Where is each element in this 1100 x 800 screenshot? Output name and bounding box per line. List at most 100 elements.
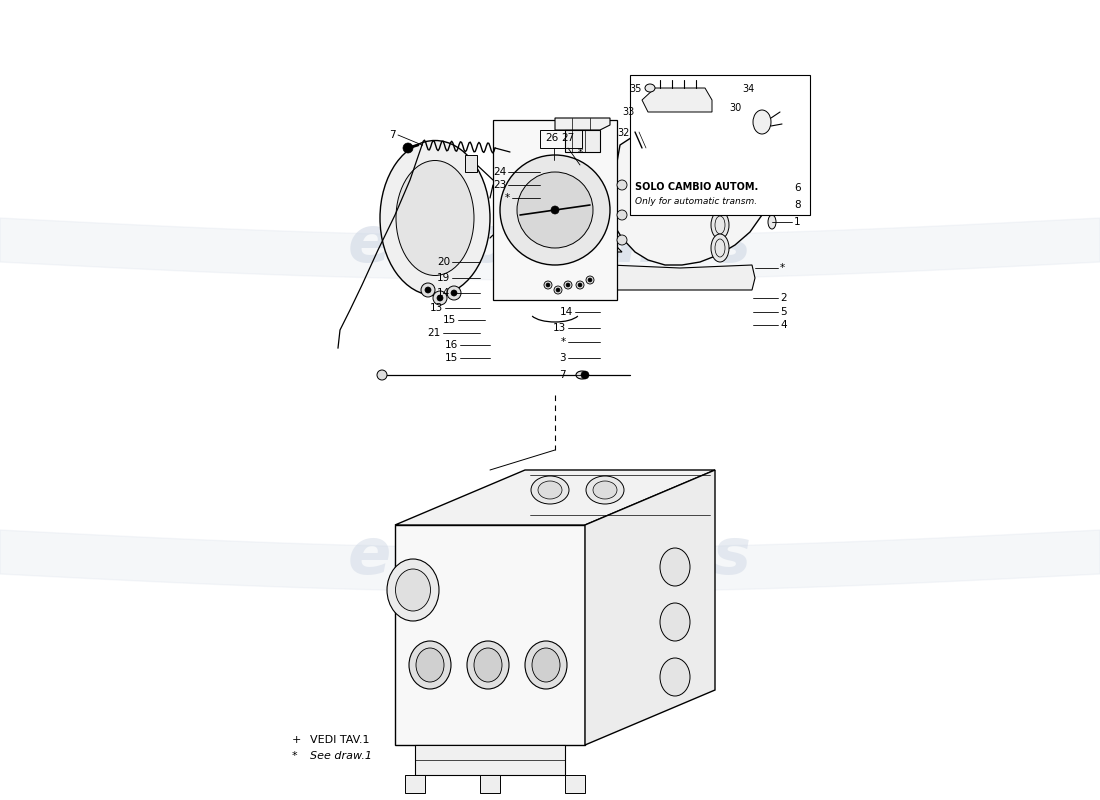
Ellipse shape bbox=[379, 141, 490, 295]
Circle shape bbox=[425, 287, 431, 293]
Polygon shape bbox=[609, 127, 768, 265]
Text: 13: 13 bbox=[552, 323, 567, 333]
Text: 14: 14 bbox=[560, 307, 573, 317]
Ellipse shape bbox=[768, 215, 776, 229]
Ellipse shape bbox=[660, 548, 690, 586]
Text: eurospares: eurospares bbox=[348, 525, 752, 587]
Ellipse shape bbox=[645, 84, 654, 92]
Circle shape bbox=[546, 283, 550, 287]
Ellipse shape bbox=[768, 198, 776, 212]
Bar bbox=[630, 75, 810, 215]
Text: 23: 23 bbox=[493, 180, 506, 190]
Ellipse shape bbox=[754, 110, 771, 134]
Circle shape bbox=[556, 288, 560, 292]
Circle shape bbox=[517, 172, 593, 248]
Text: 2: 2 bbox=[780, 293, 786, 303]
Text: 7: 7 bbox=[389, 130, 396, 140]
Text: See draw.1: See draw.1 bbox=[310, 751, 372, 761]
Text: SOLO CAMBIO AUTOM.: SOLO CAMBIO AUTOM. bbox=[635, 182, 758, 192]
Ellipse shape bbox=[409, 641, 451, 689]
Circle shape bbox=[377, 370, 387, 380]
Circle shape bbox=[447, 286, 461, 300]
Text: 30: 30 bbox=[729, 103, 741, 113]
Polygon shape bbox=[638, 101, 735, 132]
Text: 26: 26 bbox=[546, 133, 559, 143]
Polygon shape bbox=[565, 775, 585, 793]
Circle shape bbox=[403, 143, 412, 153]
Polygon shape bbox=[608, 265, 755, 290]
Polygon shape bbox=[585, 470, 715, 745]
Text: *: * bbox=[561, 337, 566, 347]
Ellipse shape bbox=[711, 211, 729, 239]
Circle shape bbox=[617, 180, 627, 190]
Polygon shape bbox=[642, 88, 712, 112]
Circle shape bbox=[433, 291, 447, 305]
Text: 32: 32 bbox=[617, 128, 629, 138]
Text: 35: 35 bbox=[630, 84, 642, 94]
Text: *: * bbox=[578, 148, 583, 158]
Text: VEDI TAV.1: VEDI TAV.1 bbox=[310, 735, 370, 745]
Text: 5: 5 bbox=[780, 307, 786, 317]
Ellipse shape bbox=[576, 371, 588, 379]
Ellipse shape bbox=[711, 186, 729, 214]
Polygon shape bbox=[556, 118, 610, 130]
Polygon shape bbox=[395, 525, 585, 745]
Ellipse shape bbox=[670, 95, 698, 105]
Ellipse shape bbox=[525, 641, 566, 689]
Ellipse shape bbox=[387, 559, 439, 621]
Polygon shape bbox=[480, 775, 501, 793]
Ellipse shape bbox=[538, 481, 562, 499]
Text: 31: 31 bbox=[756, 122, 768, 132]
Ellipse shape bbox=[711, 234, 729, 262]
Text: 4: 4 bbox=[780, 320, 786, 330]
Circle shape bbox=[500, 155, 610, 265]
Ellipse shape bbox=[474, 648, 502, 682]
Bar bbox=[540, 130, 582, 148]
Text: 3: 3 bbox=[560, 353, 566, 363]
Ellipse shape bbox=[531, 476, 569, 504]
Text: 6: 6 bbox=[794, 183, 801, 193]
Text: 16: 16 bbox=[444, 340, 458, 350]
Text: 7: 7 bbox=[560, 370, 566, 380]
Ellipse shape bbox=[396, 161, 474, 275]
Polygon shape bbox=[405, 775, 425, 793]
Text: +: + bbox=[292, 735, 301, 745]
Text: 15: 15 bbox=[442, 315, 456, 325]
Text: 14: 14 bbox=[437, 288, 450, 298]
Polygon shape bbox=[415, 745, 565, 775]
Text: 34: 34 bbox=[741, 84, 755, 94]
Text: 1: 1 bbox=[794, 217, 801, 227]
Ellipse shape bbox=[396, 569, 430, 611]
Ellipse shape bbox=[660, 658, 690, 696]
Text: 21: 21 bbox=[428, 328, 441, 338]
Ellipse shape bbox=[468, 641, 509, 689]
Text: 13: 13 bbox=[430, 303, 443, 313]
Circle shape bbox=[578, 283, 582, 287]
Circle shape bbox=[437, 295, 443, 301]
Ellipse shape bbox=[660, 603, 690, 641]
Text: 27: 27 bbox=[561, 133, 574, 143]
Text: 33: 33 bbox=[621, 107, 634, 117]
Circle shape bbox=[586, 276, 594, 284]
Ellipse shape bbox=[416, 648, 444, 682]
Text: 24: 24 bbox=[493, 167, 506, 177]
Text: *: * bbox=[505, 193, 510, 203]
Circle shape bbox=[588, 278, 592, 282]
Circle shape bbox=[566, 283, 570, 287]
Ellipse shape bbox=[532, 648, 560, 682]
Text: 8: 8 bbox=[794, 200, 801, 210]
Circle shape bbox=[617, 235, 627, 245]
Circle shape bbox=[617, 210, 627, 220]
Circle shape bbox=[451, 290, 456, 296]
Circle shape bbox=[421, 283, 434, 297]
Text: eurospares: eurospares bbox=[348, 213, 752, 275]
Polygon shape bbox=[565, 130, 600, 152]
Circle shape bbox=[576, 281, 584, 289]
Polygon shape bbox=[604, 165, 622, 252]
Polygon shape bbox=[465, 155, 477, 172]
Circle shape bbox=[551, 206, 559, 214]
Text: 20: 20 bbox=[437, 257, 450, 267]
Text: Only for automatic transm.: Only for automatic transm. bbox=[635, 197, 757, 206]
Text: 15: 15 bbox=[444, 353, 458, 363]
Ellipse shape bbox=[586, 476, 624, 504]
